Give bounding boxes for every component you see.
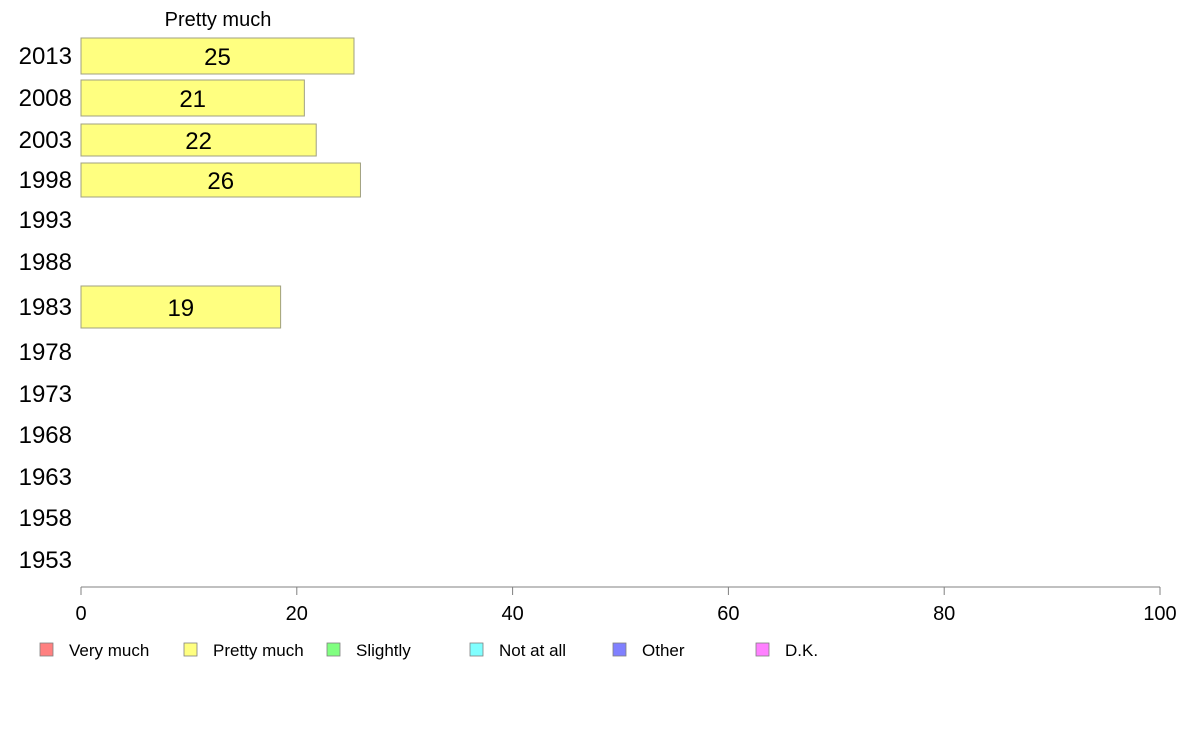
- legend-swatch: [612, 642, 627, 657]
- category-label: 1968: [19, 422, 72, 449]
- legend-label: D.K.: [785, 641, 818, 660]
- legend-swatch: [183, 642, 198, 657]
- bar-2008: [80, 79, 305, 117]
- bar-value-label: 25: [204, 44, 231, 71]
- legend-label: Pretty much: [213, 641, 304, 660]
- x-tick-label: 60: [717, 603, 739, 625]
- category-label: 2008: [19, 85, 72, 112]
- category-label: 2013: [19, 43, 72, 70]
- category-label: 1958: [19, 505, 72, 532]
- legend-swatch: [326, 642, 341, 657]
- bar-value-label: 26: [207, 168, 234, 195]
- bar-1983: [80, 285, 282, 329]
- category-label: 1993: [19, 207, 72, 234]
- x-tick-label: 40: [501, 603, 523, 625]
- bar-2013: [80, 37, 355, 75]
- bar-value-label: 19: [167, 295, 194, 322]
- x-tick-label: 0: [75, 603, 86, 625]
- chart-title: Pretty much: [165, 9, 272, 31]
- category-label: 1953: [19, 547, 72, 574]
- x-tick-label: 80: [933, 603, 955, 625]
- legend-label: Not at all: [499, 641, 566, 660]
- category-label: 2003: [19, 127, 72, 154]
- bar-2003: [80, 123, 317, 157]
- category-label: 1988: [19, 249, 72, 276]
- category-label: 1973: [19, 381, 72, 408]
- legend-label: Other: [642, 641, 685, 660]
- x-tick-label: 20: [286, 603, 308, 625]
- bar-value-label: 21: [179, 86, 206, 113]
- x-tick-label: 100: [1143, 603, 1176, 625]
- legend-swatch: [755, 642, 770, 657]
- category-label: 1963: [19, 464, 72, 491]
- bar-value-label: 22: [185, 128, 212, 155]
- category-label: 1998: [19, 167, 72, 194]
- category-label: 1983: [19, 294, 72, 321]
- legend-swatch: [469, 642, 484, 657]
- bar-1998: [80, 162, 361, 198]
- legend-label: Slightly: [356, 641, 411, 660]
- legend-swatch: [39, 642, 54, 657]
- legend-label: Very much: [69, 641, 149, 660]
- category-label: 1978: [19, 339, 72, 366]
